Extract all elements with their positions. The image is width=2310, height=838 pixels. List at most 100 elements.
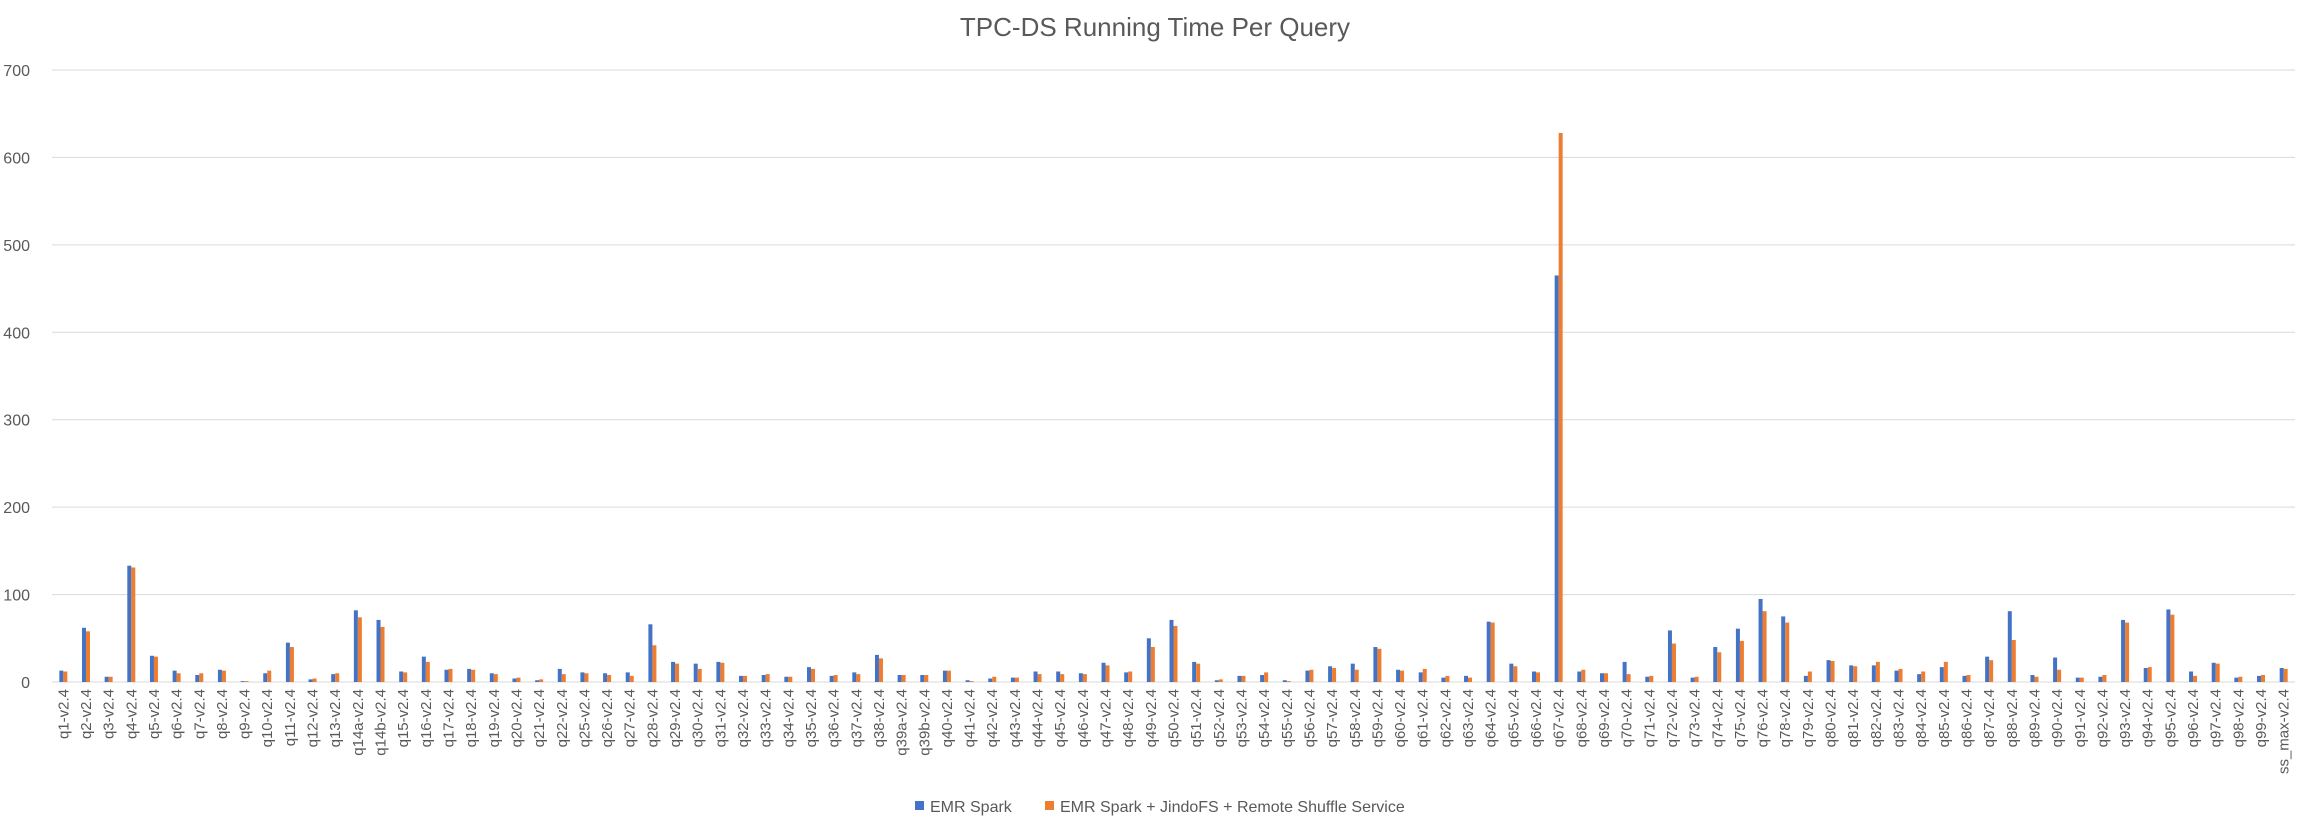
x-tick-label: q16-v2.4 [418, 689, 435, 747]
bar-emr-spark-q14a-v2.4 [353, 610, 358, 682]
bar-emr-spark-q89-v2.4 [2030, 675, 2035, 682]
bar-emr-spark-q53-v2.4 [1237, 675, 1242, 682]
bar-emr-spark-q54-v2.4 [1260, 675, 1265, 682]
bar-emr-spark-q62-v2.4 [1441, 677, 1446, 682]
bar-emr-spark-jindofs-q33-v2.4 [765, 674, 770, 682]
bar-emr-spark-jindofs-q4-v2.4 [131, 567, 136, 682]
bar-emr-spark-jindofs-q64-v2.4 [1490, 622, 1495, 682]
bar-emr-spark-jindofs-q75-v2.4 [1739, 640, 1744, 682]
x-tick-label: q48-v2.4 [1120, 689, 1137, 747]
bar-emr-spark-q65-v2.4 [1509, 663, 1514, 682]
bar-emr-spark-q70-v2.4 [1622, 661, 1627, 682]
bar-emr-spark-q78-v2.4 [1781, 616, 1786, 682]
bar-emr-spark-q14b-v2.4 [376, 619, 381, 682]
bar-emr-spark-jindofs-q61-v2.4 [1422, 668, 1427, 682]
bar-emr-spark-jindofs-q58-v2.4 [1354, 669, 1359, 682]
bar-emr-spark-q67-v2.4 [1554, 275, 1559, 682]
bar-emr-spark-jindofs-q72-v2.4 [1671, 643, 1676, 682]
bar-emr-spark-jindofs-q51-v2.4 [1196, 663, 1201, 682]
bar-emr-spark-q30-v2.4 [693, 663, 698, 682]
bar-emr-spark-jindofs-q46-v2.4 [1082, 674, 1087, 682]
y-tick-label: 700 [3, 63, 30, 80]
x-tick-label: q1-v2.4 [55, 689, 72, 739]
x-tick-label: q55-v2.4 [1279, 689, 1296, 747]
bar-emr-spark-jindofs-q99-v2.4 [2261, 675, 2266, 682]
bar-emr-spark-jindofs-q12-v2.4 [312, 678, 317, 682]
bar-emr-spark-jindofs-q54-v2.4 [1264, 672, 1269, 682]
bar-emr-spark-jindofs-q69-v2.4 [1603, 673, 1608, 682]
bar-emr-spark-jindofs-q63-v2.4 [1468, 677, 1473, 682]
chart-title: TPC-DS Running Time Per Query [960, 12, 1350, 42]
x-tick-label: q73-v2.4 [1687, 689, 1704, 747]
x-tick-label: q84-v2.4 [1913, 689, 1930, 747]
bar-emr-spark-q32-v2.4 [739, 675, 744, 682]
bar-emr-spark-jindofs-q85-v2.4 [1943, 661, 1948, 682]
bar-emr-spark-jindofs-q34-v2.4 [788, 676, 793, 682]
bar-emr-spark-jindofs-q81-v2.4 [1853, 666, 1858, 682]
x-tick-label: q78-v2.4 [1777, 689, 1794, 747]
bar-emr-spark-jindofs-q26-v2.4 [607, 675, 612, 682]
bar-emr-spark-q73-v2.4 [1690, 677, 1695, 682]
x-tick-label: q36-v2.4 [826, 689, 843, 747]
x-tick-label: q33-v2.4 [758, 689, 775, 747]
x-tick-label: q74-v2.4 [1709, 689, 1726, 747]
x-tick-label: q26-v2.4 [599, 689, 616, 747]
bar-emr-spark-q81-v2.4 [1849, 665, 1854, 682]
x-tick-label: q10-v2.4 [259, 689, 276, 747]
bar-emr-spark-q68-v2.4 [1577, 671, 1582, 682]
bar-emr-spark-q57-v2.4 [1328, 666, 1333, 682]
gridlines [52, 69, 2295, 683]
bar-emr-spark-q1-v2.4 [59, 670, 64, 682]
x-tick-label: q37-v2.4 [848, 689, 865, 747]
bar-emr-spark-q92-v2.4 [2098, 676, 2103, 682]
bar-emr-spark-q61-v2.4 [1418, 672, 1423, 682]
bar-emr-spark-jindofs-q25-v2.4 [584, 673, 589, 682]
bar-emr-spark-jindofs-q1-v2.4 [63, 671, 68, 682]
x-tick-label: ss_max-v2.4 [2276, 689, 2293, 774]
bar-emr-spark-jindofs-q11-v2.4 [289, 647, 294, 682]
bar-emr-spark-jindofs-q16-v2.4 [425, 661, 430, 682]
bar-emr-spark-jindofs-q8-v2.4 [221, 670, 226, 682]
bar-emr-spark-jindofs-q48-v2.4 [1128, 671, 1133, 682]
bar-emr-spark-jindofs-q83-v2.4 [1898, 668, 1903, 682]
bar-emr-spark-jindofs-q86-v2.4 [1966, 675, 1971, 682]
bar-emr-spark-jindofs-q59-v2.4 [1377, 648, 1382, 682]
bar-emr-spark-jindofs-q49-v2.4 [1150, 647, 1155, 682]
bar-emr-spark-jindofs-q39b-v2.4 [924, 675, 929, 682]
bar-emr-spark-jindofs-q96-v2.4 [2193, 675, 2198, 682]
bar-emr-spark-q98-v2.4 [2234, 677, 2239, 682]
bar-emr-spark-q15-v2.4 [399, 671, 404, 682]
bar-emr-spark-q43-v2.4 [1010, 677, 1015, 682]
bar-emr-spark-jindofs-q36-v2.4 [833, 675, 838, 682]
x-tick-label: q64-v2.4 [1483, 689, 1500, 747]
x-tick-label: q41-v2.4 [962, 689, 979, 747]
x-tick-label: q43-v2.4 [1007, 689, 1024, 747]
x-tick-label: q65-v2.4 [1505, 689, 1522, 747]
x-tick-label: q11-v2.4 [282, 689, 299, 746]
x-tick-label: q57-v2.4 [1324, 689, 1341, 747]
bar-emr-spark-q45-v2.4 [1056, 671, 1061, 682]
bar-emr-spark-jindofs-q68-v2.4 [1581, 669, 1586, 682]
x-tick-label: q9-v2.4 [237, 689, 254, 739]
bar-emr-spark-jindofs-q91-v2.4 [2079, 677, 2084, 682]
bar-emr-spark-jindofs-q89-v2.4 [2034, 676, 2039, 682]
bar-emr-spark-jindofs-q21-v2.4 [539, 679, 544, 682]
bar-emr-spark-jindofs-q50-v2.4 [1173, 626, 1178, 682]
y-axis-ticks: 0 100 200 300 400 500 600 700 [3, 63, 30, 692]
x-tick-label: q94-v2.4 [2140, 689, 2157, 747]
x-tick-label: q30-v2.4 [690, 689, 707, 747]
bar-emr-spark-q27-v2.4 [625, 672, 630, 682]
bar-emr-spark-q97-v2.4 [2211, 662, 2216, 682]
x-tick-label: q60-v2.4 [1392, 689, 1409, 747]
x-tick-label: q90-v2.4 [2049, 689, 2066, 747]
x-tick-label: q71-v2.4 [1641, 689, 1658, 747]
bar-emr-spark-jindofs-q44-v2.4 [1037, 674, 1042, 682]
x-tick-label: q63-v2.4 [1460, 689, 1477, 747]
bar-emr-spark-jindofs-q93-v2.4 [2125, 622, 2130, 682]
x-tick-label: q34-v2.4 [780, 689, 797, 747]
x-tick-label: q19-v2.4 [486, 689, 503, 747]
x-tick-label: q5-v2.4 [146, 689, 163, 739]
bar-emr-spark-q49-v2.4 [1146, 638, 1151, 682]
bar-emr-spark-jindofs-q32-v2.4 [743, 675, 748, 682]
bar-emr-spark-q26-v2.4 [603, 673, 608, 682]
